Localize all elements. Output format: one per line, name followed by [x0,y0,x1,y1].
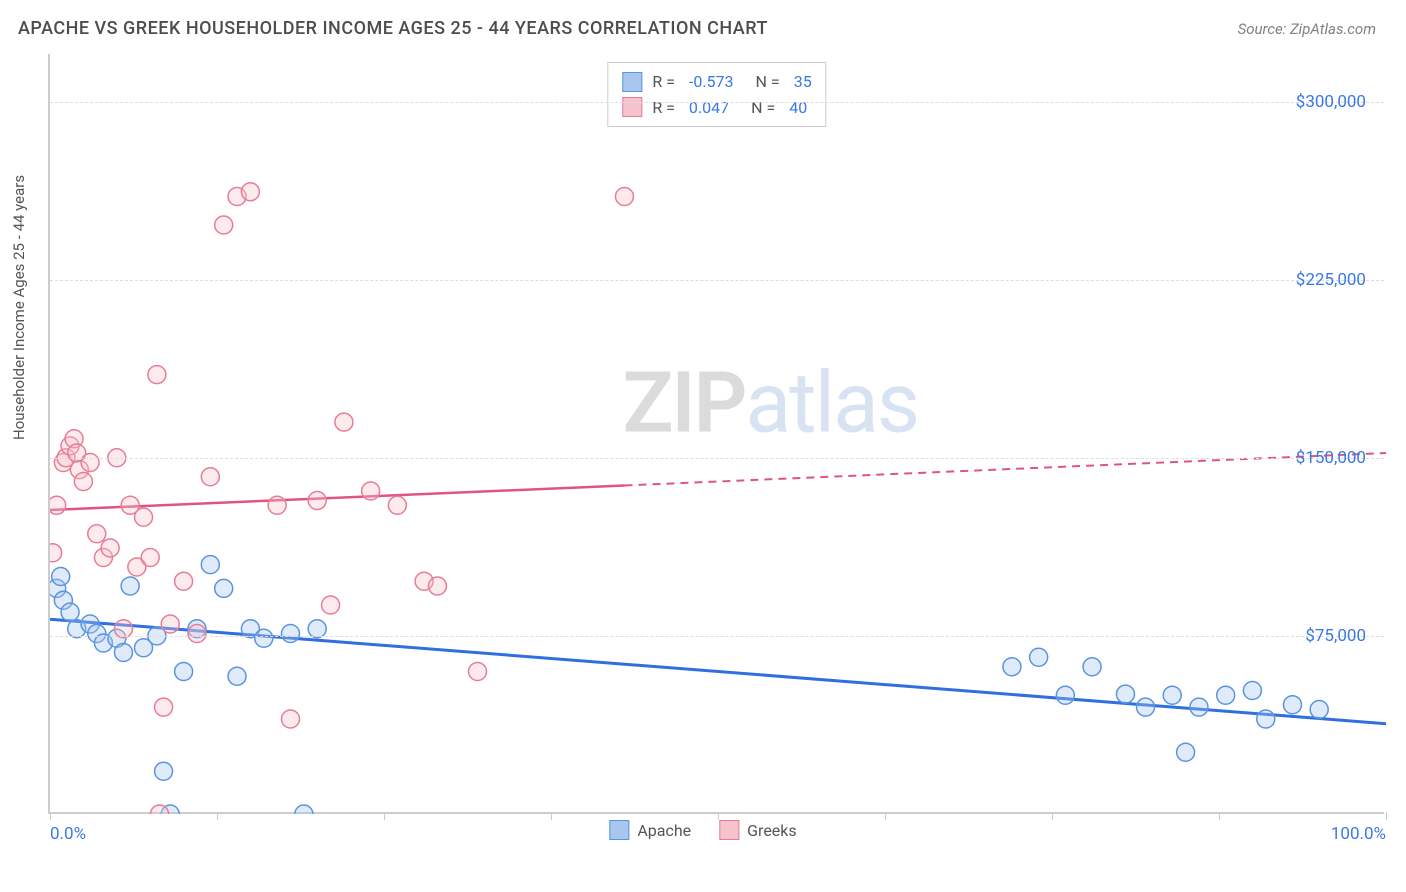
swatch-greeks [622,97,642,117]
data-point-apache[interactable] [1310,701,1328,719]
data-point-greeks[interactable] [81,454,99,472]
data-point-greeks[interactable] [175,572,193,590]
x-tick-label: 0.0% [50,824,86,844]
data-point-apache[interactable] [1190,698,1208,716]
data-point-greeks[interactable] [88,525,106,543]
swatch-greeks [719,820,739,840]
data-point-greeks[interactable] [155,698,173,716]
data-point-greeks[interactable] [74,473,92,491]
plot-svg [50,54,1386,814]
data-point-greeks[interactable] [308,492,326,510]
legend-R-label: R = [652,69,675,95]
data-point-greeks[interactable] [322,596,340,614]
x-tick-label: 100.0% [1331,824,1386,844]
gridline [50,280,1384,281]
data-point-greeks[interactable] [141,549,159,567]
data-point-apache[interactable] [1163,686,1181,704]
data-point-apache[interactable] [61,603,79,621]
data-point-apache[interactable] [1177,743,1195,761]
data-point-apache[interactable] [114,644,132,662]
y-tick-label: $150,000 [1296,448,1366,468]
y-tick-label: $75,000 [1305,626,1366,646]
data-point-apache[interactable] [1217,686,1235,704]
x-tick [50,812,51,820]
y-tick-label: $300,000 [1296,92,1366,112]
data-point-greeks[interactable] [268,496,286,514]
swatch-apache [622,72,642,92]
data-point-apache[interactable] [255,629,273,647]
chart-container: APACHE VS GREEK HOUSEHOLDER INCOME AGES … [0,0,1406,892]
data-point-apache[interactable] [1083,658,1101,676]
data-point-greeks[interactable] [388,496,406,514]
data-point-apache[interactable] [175,663,193,681]
y-axis-label: Householder Income Ages 25 - 44 years [10,175,28,440]
data-point-greeks[interactable] [281,710,299,728]
data-point-greeks[interactable] [615,188,633,206]
data-point-greeks[interactable] [201,468,219,486]
data-point-apache[interactable] [1283,696,1301,714]
legend-N-apache: 35 [794,69,812,95]
data-point-apache[interactable] [215,579,233,597]
data-point-apache[interactable] [295,805,313,814]
x-tick [384,812,385,820]
data-point-apache[interactable] [1243,682,1261,700]
data-point-greeks[interactable] [215,216,233,234]
chart-title: APACHE VS GREEK HOUSEHOLDER INCOME AGES … [18,18,768,39]
data-point-apache[interactable] [228,667,246,685]
legend-row-greeks: R = 0.047 N = 40 [622,95,811,121]
legend-label-greeks: Greeks [747,821,797,840]
y-tick-label: $225,000 [1296,270,1366,290]
data-point-greeks[interactable] [148,366,166,384]
data-point-greeks[interactable] [469,663,487,681]
legend-N-greeks: 40 [789,95,807,121]
data-point-greeks[interactable] [135,508,153,526]
data-point-greeks[interactable] [241,183,259,201]
data-point-apache[interactable] [1257,710,1275,728]
legend-correlation-box: R = -0.573 N = 35 R = 0.047 N = 40 [607,62,826,127]
data-point-greeks[interactable] [161,615,179,633]
data-point-apache[interactable] [1003,658,1021,676]
source-attribution: Source: ZipAtlas.com [1238,20,1376,38]
data-point-apache[interactable] [201,556,219,574]
legend-series: Apache Greeks [609,820,796,840]
legend-row-apache: R = -0.573 N = 35 [622,69,811,95]
data-point-apache[interactable] [281,625,299,643]
legend-N-label: N = [756,69,780,95]
gridline [50,458,1384,459]
data-point-apache[interactable] [1056,686,1074,704]
x-tick [551,812,552,820]
gridline [50,636,1384,637]
data-point-greeks[interactable] [362,482,380,500]
data-point-greeks[interactable] [188,625,206,643]
x-tick [1386,812,1387,820]
legend-R-apache: -0.573 [689,69,734,95]
legend-R-greeks: 0.047 [689,95,729,121]
gridline [50,102,1384,103]
data-point-greeks[interactable] [50,544,62,562]
data-point-greeks[interactable] [101,539,119,557]
swatch-apache [609,820,629,840]
plot-area: ZIPatlas R = -0.573 N = 35 R = 0.047 N =… [48,54,1384,814]
x-tick [1219,812,1220,820]
data-point-apache[interactable] [52,568,70,586]
data-point-apache[interactable] [121,577,139,595]
x-tick [217,812,218,820]
x-tick [718,812,719,820]
data-point-greeks[interactable] [335,413,353,431]
x-tick [885,812,886,820]
legend-item-greeks[interactable]: Greeks [719,820,797,840]
data-point-greeks[interactable] [50,496,66,514]
data-point-apache[interactable] [1137,698,1155,716]
data-point-greeks[interactable] [428,577,446,595]
data-point-apache[interactable] [155,762,173,780]
legend-item-apache[interactable]: Apache [609,820,691,840]
legend-R-label: R = [652,95,675,121]
legend-label-apache: Apache [637,821,691,840]
data-point-apache[interactable] [1116,685,1134,703]
legend-N-label: N = [751,95,775,121]
x-tick [1052,812,1053,820]
data-point-apache[interactable] [1030,648,1048,666]
